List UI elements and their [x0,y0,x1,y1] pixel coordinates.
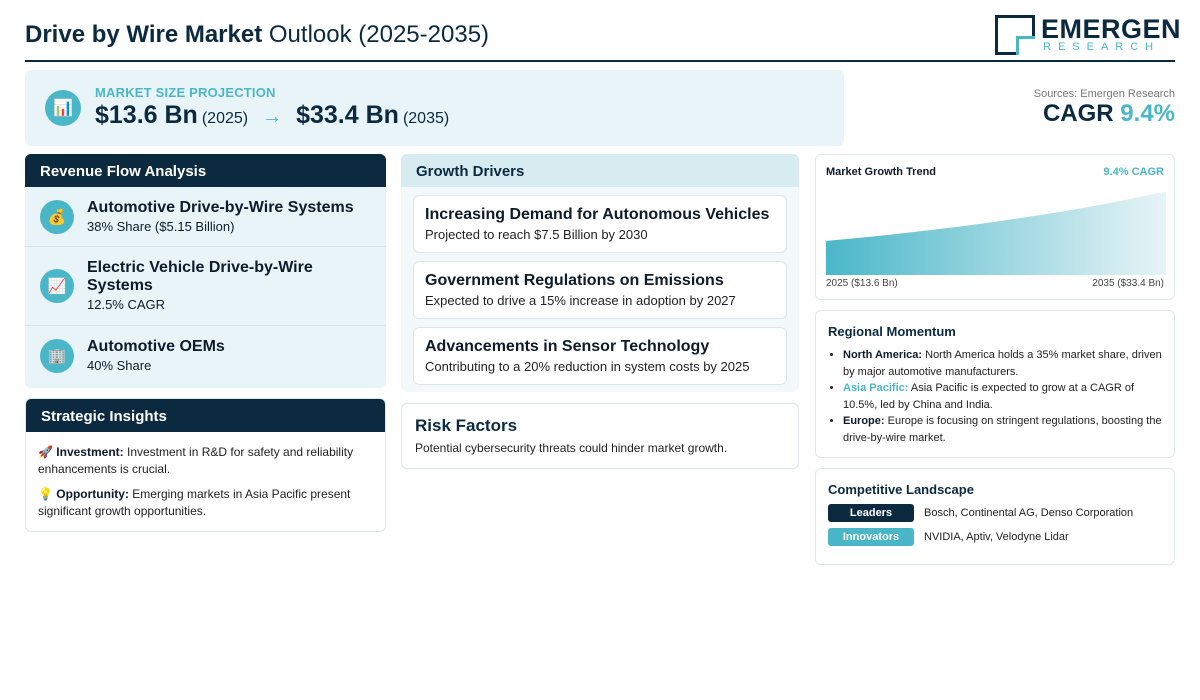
insight-label: Opportunity: [56,487,129,501]
region-text: North America holds a 35% market share, … [843,349,1162,378]
chart-cagr-annotation: 9.4% CAGR [1103,166,1164,178]
risk-factors-sub: Potential cybersecurity threats could hi… [415,441,728,455]
insight-item: 🚀 Investment: Investment in R&D for safe… [26,444,385,478]
title-rest: Outlook (2025-2035) [268,21,490,48]
region-text: Asia Pacific is expected to grow at a CA… [843,382,1135,411]
strategic-insights-panel: Strategic Insights 🚀 Investment: Investm… [25,398,386,532]
value-start: $13.6 Bn [95,101,198,129]
region-label: North America: [843,349,923,361]
cagr-value: 9.4% [1120,100,1175,127]
lightbulb-icon: 💡 [38,487,53,501]
emergen-logo[interactable]: EMERGEN RESEARCH [995,14,1181,56]
revenue-flow-panel: Revenue Flow Analysis 💰 Automotive Drive… [25,154,386,388]
trend-up-icon: 📈 [40,269,74,303]
strategic-insights-title: Strategic Insights [26,399,385,432]
insight-text: Investment in R&D for safety and reliabi… [38,445,354,476]
rocket-icon: 🚀 [38,445,53,459]
chart-title: Market Growth Trend [826,166,937,178]
risk-factors-panel: Risk Factors Potential cybersecurity thr… [401,403,799,469]
insight-label: Investment: [56,445,124,459]
logo-name: EMERGEN [1041,14,1182,44]
revenue-item-sub: 40% Share [87,358,152,373]
chart-x-label-end: 2035 ($33.4 Bn) [1092,278,1164,289]
revenue-item-title: Automotive Drive-by-Wire Systems [87,199,354,216]
innovators-names: NVIDIA, Aptiv, Velodyne Lidar [924,531,1069,543]
insight-item: 💡 Opportunity: Emerging markets in Asia … [26,486,385,520]
revenue-item-title: Electric Vehicle Drive-by-Wire Systems [87,259,313,294]
cagr-display: CAGR 9.4% [1043,100,1175,128]
region-text: Europe is focusing on stringent regulati… [843,415,1162,444]
regional-momentum-title: Regional Momentum [828,324,956,339]
trend-area-series [826,191,1166,275]
revenue-item-sub: 38% Share ($5.15 Billion) [87,219,235,234]
logo-sub: RESEARCH [1043,41,1161,53]
market-size-values: $13.6 Bn (2025) → $33.4 Bn (2035) [95,101,449,130]
innovators-tag: Innovators [828,528,914,546]
region-item: North America: North America holds a 35%… [843,347,1165,380]
market-growth-trend-chart: Market Growth Trend 9.4% CAGR 2025 ($13.… [815,154,1175,300]
region-item: Asia Pacific: Asia Pacific is expected t… [843,380,1165,413]
driver-title: Advancements in Sensor Technology [425,338,710,355]
trend-area-svg [826,191,1166,275]
revenue-flow-title: Revenue Flow Analysis [25,154,386,187]
market-size-label: MARKET SIZE PROJECTION [95,85,276,100]
region-label: Europe: [843,415,885,427]
leaders-names: Bosch, Continental AG, Denso Corporation [924,507,1134,519]
page-title: Drive by Wire Market Outlook (2025-2035) [25,21,489,49]
bar-chart-icon: 📊 [45,90,81,126]
regional-momentum-panel: Regional Momentum North America: North A… [815,310,1175,458]
risk-factors-title: Risk Factors [415,416,518,435]
growth-drivers-panel: Growth Drivers Increasing Demand for Aut… [401,154,799,392]
money-bag-icon: 💰 [40,200,74,234]
competitive-landscape-panel: Competitive Landscape Leaders Bosch, Con… [815,468,1175,565]
revenue-item: 📈 Electric Vehicle Drive-by-Wire Systems… [25,247,386,326]
year-end: (2035) [402,110,450,127]
driver-card: Increasing Demand for Autonomous Vehicle… [413,195,787,253]
year-start: (2025) [201,110,249,127]
revenue-item-title: Automotive OEMs [87,338,225,355]
building-icon: 🏢 [40,339,74,373]
driver-sub: Projected to reach $7.5 Billion by 2030 [425,227,648,242]
driver-card: Government Regulations on Emissions Expe… [413,261,787,319]
region-item: Europe: Europe is focusing on stringent … [843,413,1165,446]
competitive-landscape-title: Competitive Landscape [828,482,974,497]
insight-text: Emerging markets in Asia Pacific present… [38,487,351,518]
growth-drivers-title: Growth Drivers [401,154,799,187]
header: Drive by Wire Market Outlook (2025-2035)… [25,12,1181,62]
logo-mark-icon [995,15,1035,55]
driver-sub: Contributing to a 20% reduction in syste… [425,359,750,374]
sources-note: Sources: Emergen Research [1033,88,1175,100]
revenue-item-sub: 12.5% CAGR [87,297,166,312]
driver-title: Increasing Demand for Autonomous Vehicle… [425,206,770,223]
driver-card: Advancements in Sensor Technology Contri… [413,327,787,385]
leaders-tag: Leaders [828,504,914,522]
cagr-label: CAGR [1042,100,1114,127]
regional-list: North America: North America holds a 35%… [843,347,1165,446]
value-end: $33.4 Bn [296,101,399,129]
chart-x-label-start: 2025 ($13.6 Bn) [826,278,898,289]
market-size-banner: 📊 MARKET SIZE PROJECTION $13.6 Bn (2025) →… [25,70,844,146]
region-label: Asia Pacific: [843,382,909,394]
driver-title: Government Regulations on Emissions [425,272,724,289]
revenue-item: 💰 Automotive Drive-by-Wire Systems 38% S… [25,187,386,247]
arrow-right-icon: → [262,106,283,128]
driver-sub: Expected to drive a 15% increase in adop… [425,293,736,308]
revenue-item: 🏢 Automotive OEMs 40% Share [25,326,386,386]
title-bold: Drive by Wire Market [25,21,263,48]
